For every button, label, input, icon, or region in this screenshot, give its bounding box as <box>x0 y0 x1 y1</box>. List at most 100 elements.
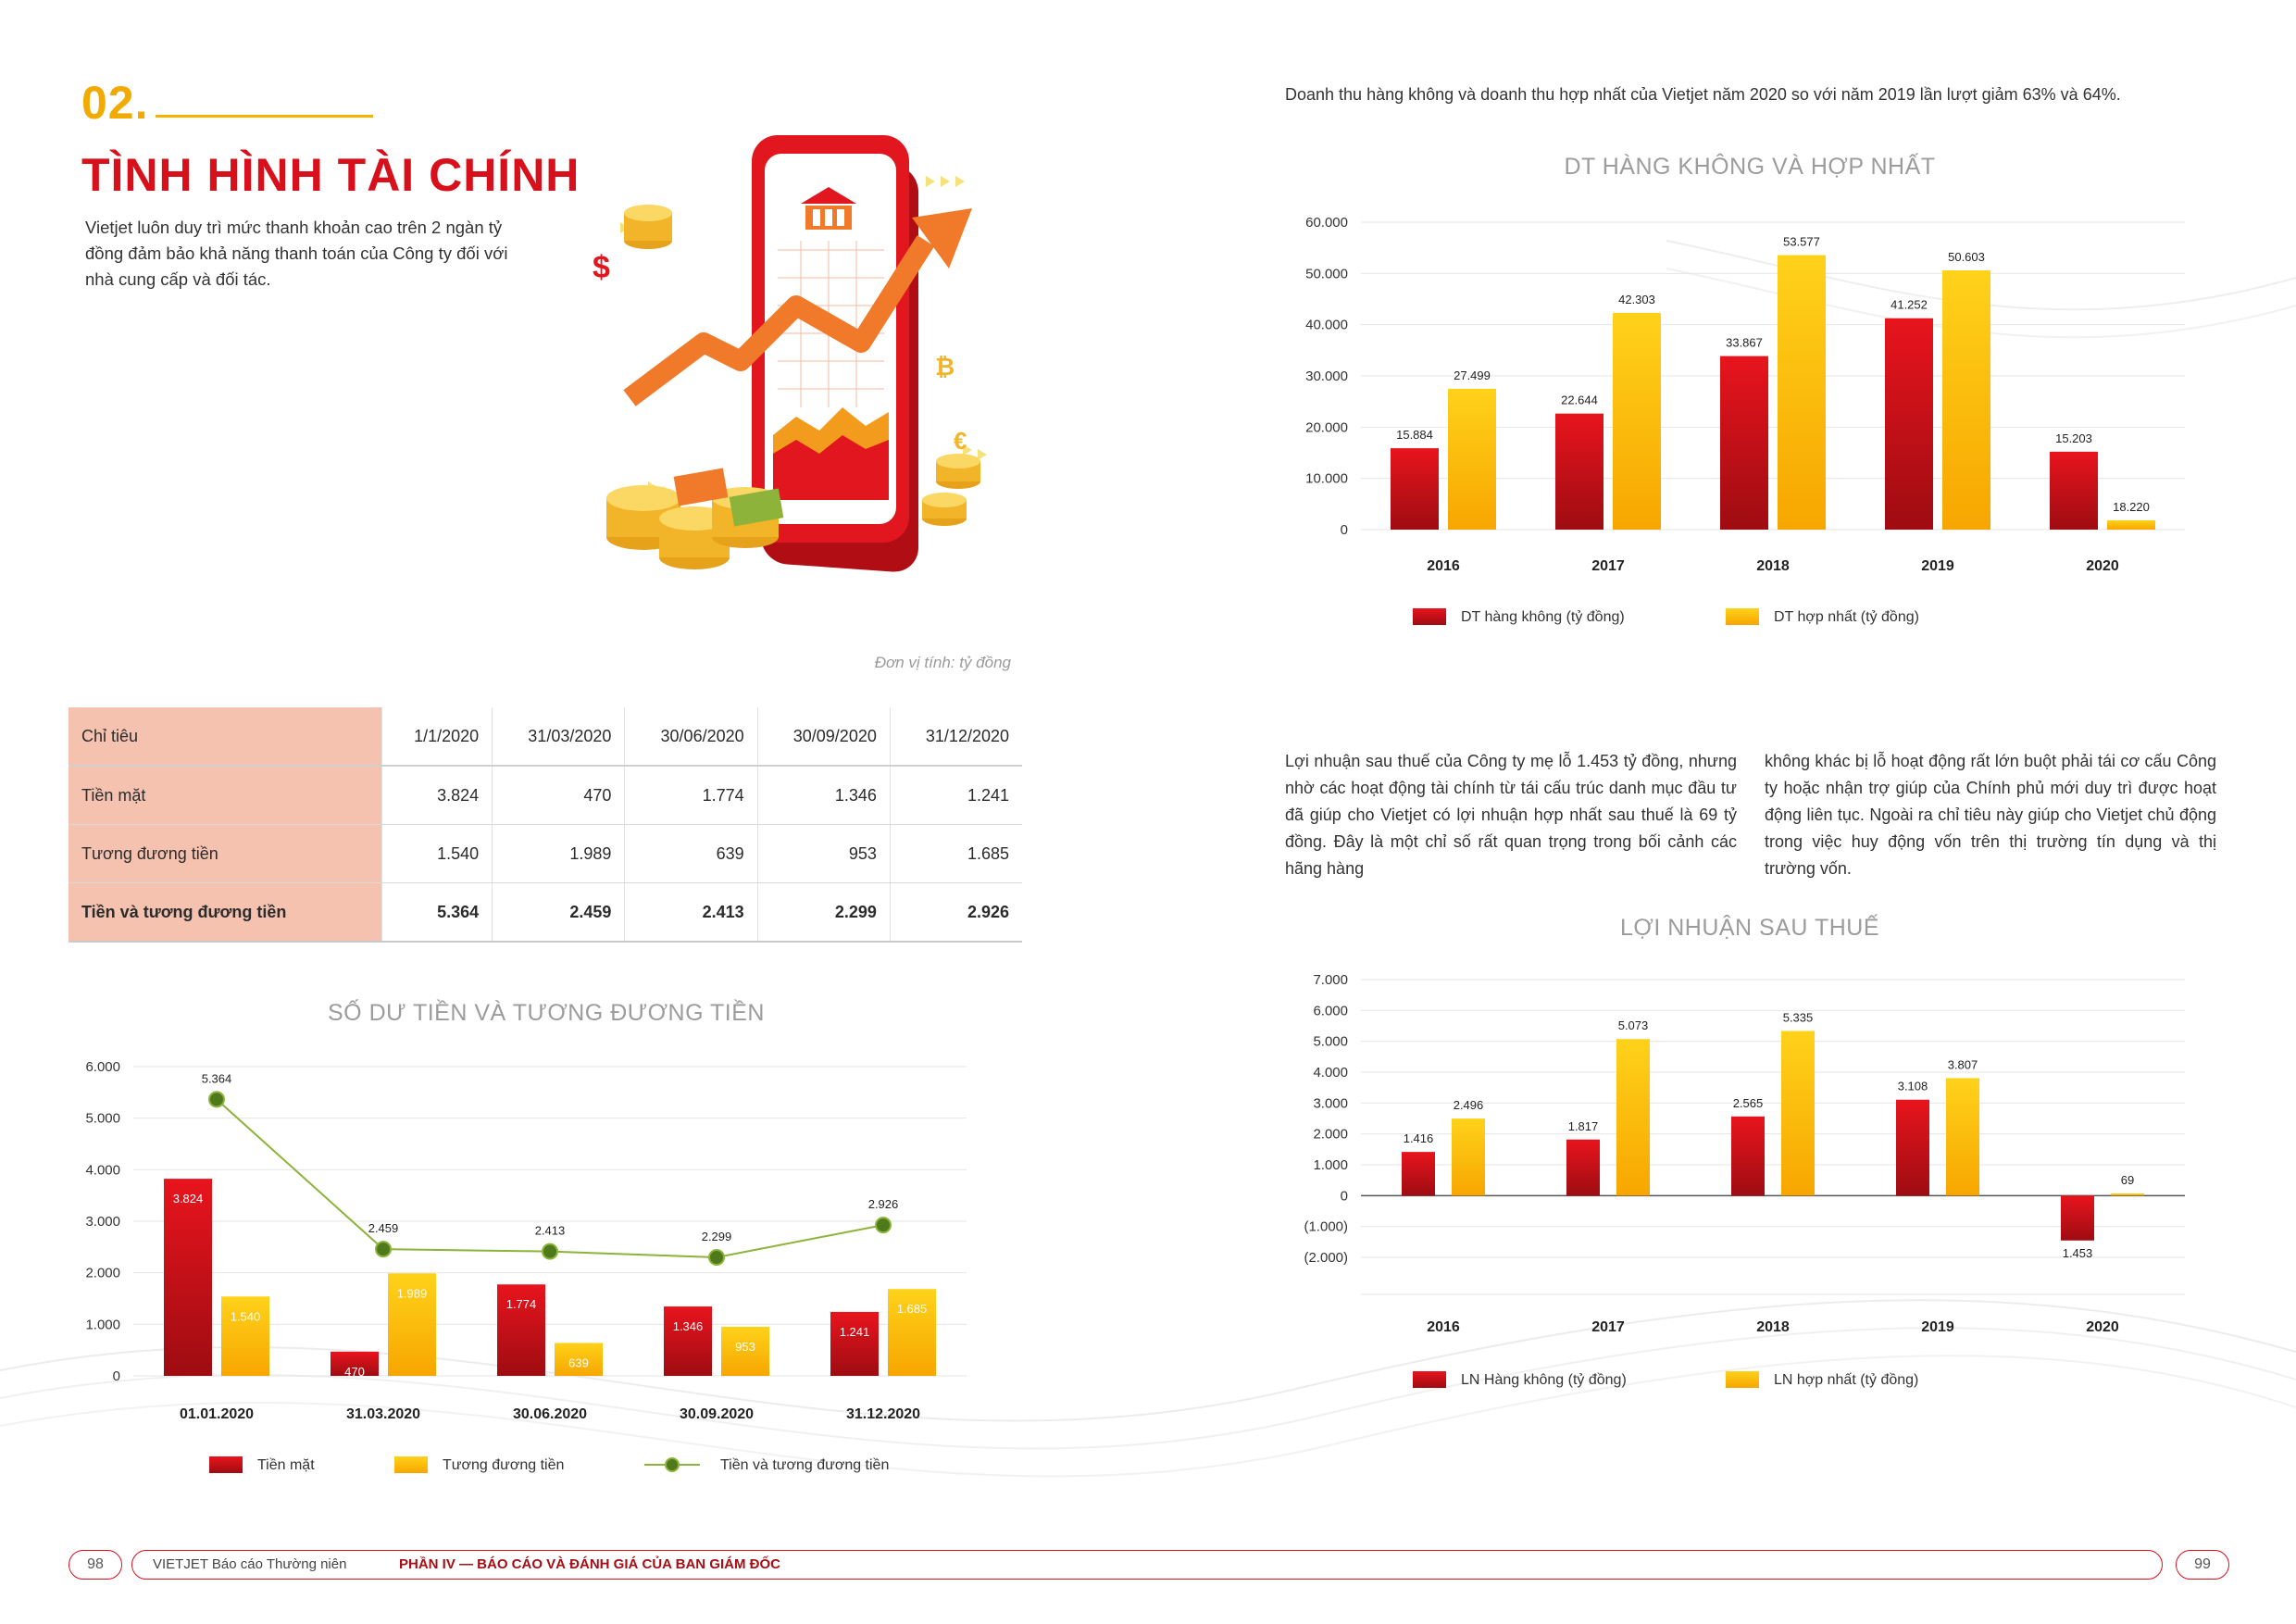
table-cell: 639 <box>624 824 758 883</box>
bitcoin-icon: ₿ <box>935 353 955 381</box>
table-column-header: 30/09/2020 <box>756 707 891 767</box>
bar-red <box>1720 356 1768 530</box>
table-column-header: 1/1/2020 <box>381 707 493 767</box>
category-label: 31.03.2020 <box>346 1406 420 1422</box>
data-label: 50.603 <box>1948 250 1985 264</box>
bar-yellow <box>1616 1039 1650 1196</box>
y-tick-label: 7.000 <box>1313 972 1348 988</box>
table-cell: 1.241 <box>889 766 1022 825</box>
data-label: 42.303 <box>1618 293 1655 306</box>
growth-arrow-icon <box>623 208 972 406</box>
phone-icon <box>752 135 918 572</box>
puzzle-icon <box>673 468 784 527</box>
bar-yellow <box>221 1296 269 1376</box>
legend-swatch <box>1726 608 1759 625</box>
table-cell: 2.299 <box>756 882 891 943</box>
legend-label: Tương đương tiền <box>443 1457 564 1473</box>
legend-label: DT hợp nhất (tỷ đồng) <box>1774 609 1919 625</box>
y-tick-label: 3.000 <box>85 1214 120 1230</box>
row-label: Tiền mặt <box>69 766 382 825</box>
intro-paragraph: Vietjet luôn duy trì mức thanh khoản cao… <box>85 218 508 289</box>
page-number-right: 99 <box>2176 1550 2229 1580</box>
data-label: 3.108 <box>1898 1080 1928 1093</box>
y-tick-label: 20.000 <box>1305 419 1348 435</box>
data-label: 27.499 <box>1454 369 1491 382</box>
table-cell: 5.364 <box>381 882 493 943</box>
cash-table: Chỉ tiêu 1/1/2020 31/03/2020 30/06/2020 … <box>69 707 1022 943</box>
y-tick-label: 1.000 <box>1313 1157 1348 1173</box>
bar-red <box>830 1311 879 1376</box>
data-label: 2.565 <box>1733 1096 1764 1110</box>
y-tick-label: 60.000 <box>1305 215 1348 231</box>
category-label: 2019 <box>1921 1319 1954 1335</box>
data-label: 1.453 <box>2063 1246 2093 1260</box>
table-header-row: Chỉ tiêu 1/1/2020 31/03/2020 30/06/2020 … <box>69 707 1022 767</box>
data-label: 1.346 <box>673 1319 704 1333</box>
table-cell: 1.989 <box>492 824 625 883</box>
dollar-icon: $ <box>593 250 610 285</box>
table-cell: 1.346 <box>756 766 891 825</box>
table-total-row: Tiền và tương đương tiền 5.364 2.459 2.4… <box>69 882 1022 943</box>
part-title: PHẦN IV — BÁO CÁO VÀ ĐÁNH GIÁ CỦA BAN GI… <box>399 1556 780 1572</box>
bar-yellow <box>1452 1118 1485 1196</box>
bar-red <box>2050 451 2098 530</box>
category-label: 2018 <box>1756 1319 1790 1335</box>
legend-swatch <box>1413 608 1446 625</box>
y-tick-label: 0 <box>1341 522 1348 538</box>
line-point <box>375 1241 392 1258</box>
table-row: Tương đương tiền 1.540 1.989 639 953 1.6… <box>69 824 1022 883</box>
line-data-label: 2.299 <box>702 1230 732 1243</box>
profit-chart: (2.000) (1.000) 0 1.000 2.000 3.000 4.000 5.000… <box>1304 972 2185 1388</box>
section-title: TÌNH HÌNH TÀI CHÍNH <box>81 149 580 201</box>
section-underline <box>156 115 373 118</box>
category-label: 30.09.2020 <box>680 1406 754 1422</box>
bar-red <box>497 1284 545 1376</box>
y-tick-label: 40.000 <box>1305 318 1348 333</box>
page-number-left: 98 <box>69 1550 122 1580</box>
data-label: 53.577 <box>1783 235 1820 249</box>
legend-swatch <box>1413 1371 1446 1388</box>
data-label: 2.496 <box>1454 1098 1484 1112</box>
y-tick-label: 4.000 <box>85 1162 120 1178</box>
y-tick-label: (1.000) <box>1304 1219 1348 1235</box>
data-label: 1.774 <box>506 1297 537 1311</box>
y-tick-label: 30.000 <box>1305 369 1348 384</box>
line-point <box>208 1091 225 1108</box>
table-header-label: Chỉ tiêu <box>69 707 382 767</box>
table-column-header: 31/03/2020 <box>492 707 625 767</box>
y-tick-label: 4.000 <box>1313 1065 1348 1081</box>
data-label: 15.884 <box>1396 428 1433 442</box>
revenue-summary-text: Doanh thu hàng không và doanh thu hợp nh… <box>1285 85 2121 104</box>
bar-yellow <box>888 1289 936 1376</box>
legend-label: Tiền và tương đương tiền <box>720 1457 889 1473</box>
data-label: 1.989 <box>397 1286 428 1300</box>
bar-red <box>664 1306 712 1376</box>
y-tick-label: (2.000) <box>1304 1250 1348 1266</box>
legend-label: LN hợp nhất (tỷ đồng) <box>1774 1372 1918 1388</box>
y-tick-label: 50.000 <box>1305 266 1348 281</box>
data-label: 15.203 <box>2055 431 2092 445</box>
bar-yellow <box>388 1273 436 1376</box>
data-label: 1.416 <box>1404 1131 1434 1145</box>
finance-illustration: $ ₿ € <box>593 135 987 572</box>
bar-yellow <box>555 1343 603 1376</box>
data-label: 470 <box>344 1365 365 1379</box>
data-label: 22.644 <box>1561 394 1598 407</box>
table-cell: 1.540 <box>381 824 493 883</box>
revenue-chart: 0 10.000 20.000 30.000 40.000 50.000 60.000 15.… <box>1305 215 2185 625</box>
category-label: 2017 <box>1591 558 1625 574</box>
bar-yellow <box>1613 312 1661 530</box>
row-label: Tương đương tiền <box>69 824 382 883</box>
bar-yellow <box>2107 519 2155 530</box>
category-label: 31.12.2020 <box>846 1406 920 1422</box>
bar-red <box>1731 1116 1765 1196</box>
table-cell: 953 <box>756 824 891 883</box>
table-cell: 470 <box>492 766 625 825</box>
cash-chart: 0 1.000 2.000 3.000 4.000 5.000 6.000 3.824 1.54… <box>85 1059 967 1473</box>
category-label: 2020 <box>2086 1319 2119 1335</box>
line-point <box>708 1249 725 1267</box>
profit-chart-title: LỢI NHUẬN SAU THUẾ <box>1619 915 1880 941</box>
table-row: Tiền mặt 3.824 470 1.774 1.346 1.241 <box>69 766 1022 825</box>
y-tick-label: 6.000 <box>85 1059 120 1075</box>
profit-paragraph-col2: không khác bị lỗ hoạt động rất lớn buột … <box>1765 752 2216 878</box>
